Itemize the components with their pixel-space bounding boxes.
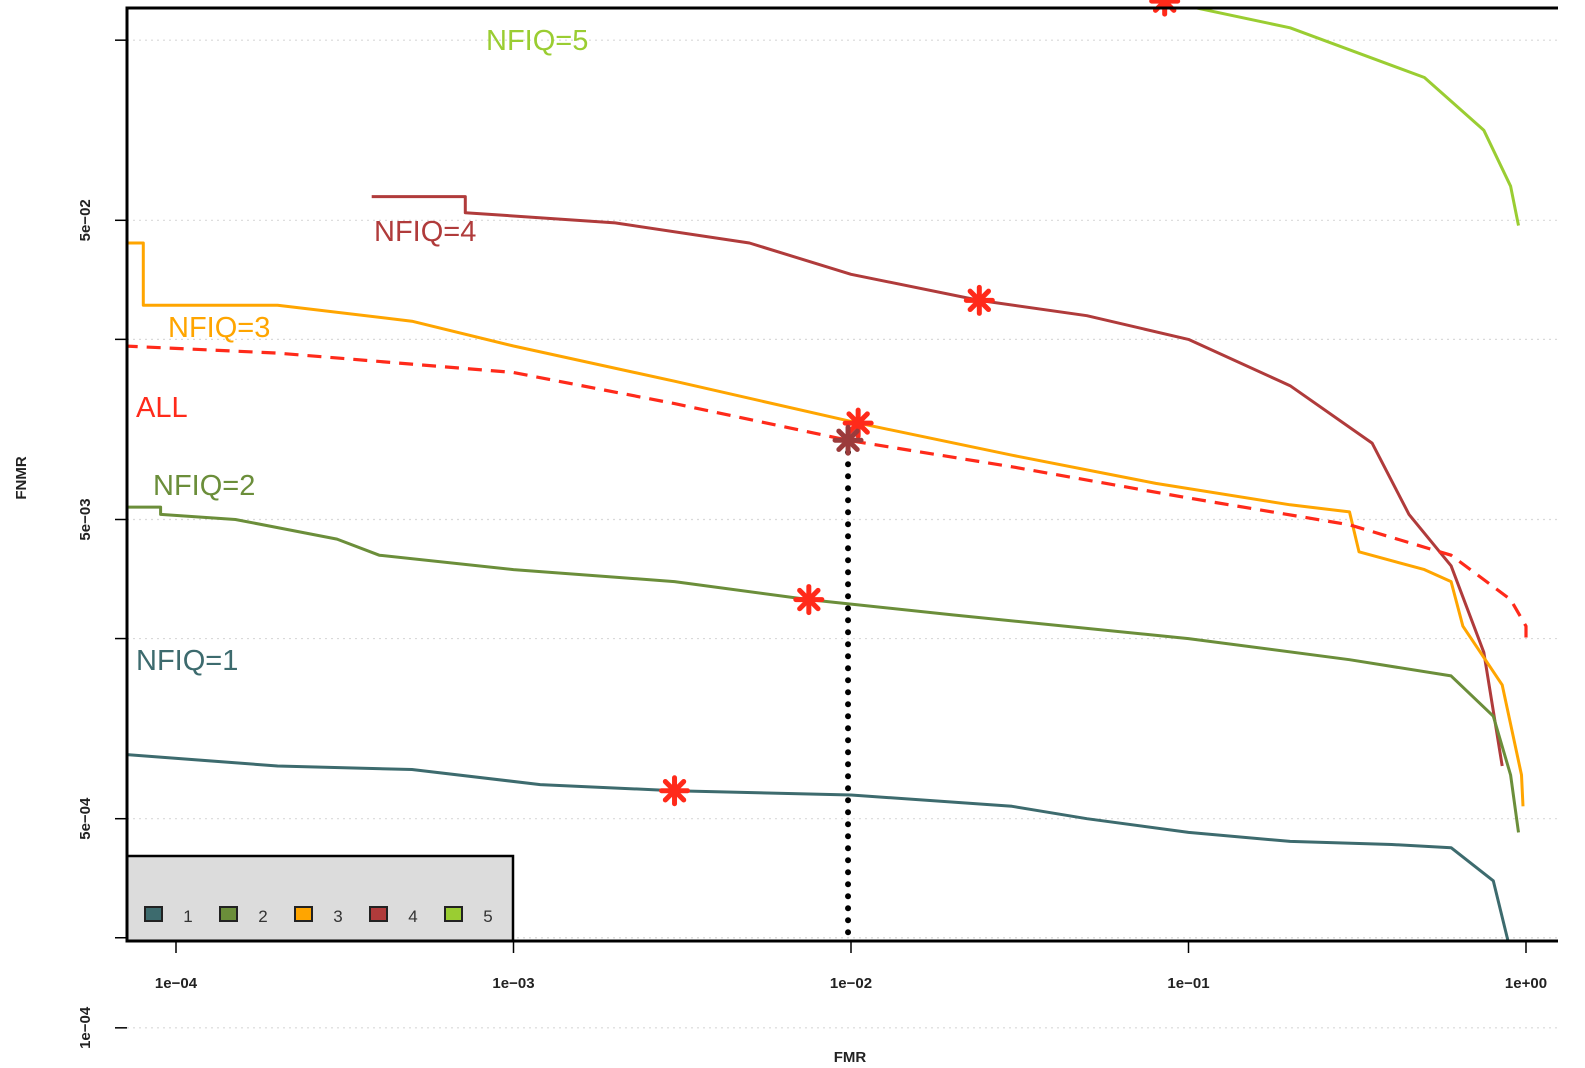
legend-label-1: 1	[183, 907, 192, 926]
legend-swatch-4	[369, 906, 388, 922]
series-annotations: NFIQ=5 NFIQ=4 NFIQ=3 ALL NFIQ=2 NFIQ=1	[136, 25, 588, 677]
legend: 1 2 3 4 5	[125, 854, 515, 943]
series-label-all: ALL	[136, 392, 188, 424]
series-label-nfiq-2: NFIQ=2	[153, 470, 255, 502]
x-tick-label: 1e−02	[830, 975, 872, 992]
series-line-all	[127, 344, 1528, 646]
star-stroke	[967, 288, 992, 313]
x-axis-title: FMR	[834, 1049, 867, 1066]
series-line-nfiq-4	[371, 195, 1504, 767]
y-tick-label: 5e−04	[77, 797, 94, 840]
series-line-nfiq-1	[127, 753, 1510, 941]
series-label-nfiq-5: NFIQ=5	[486, 25, 588, 57]
plot-frame	[125, 6, 1558, 943]
star-marker-nfiq-4	[963, 284, 995, 316]
legend-swatch-5	[444, 906, 463, 922]
legend-label-5: 5	[483, 907, 492, 926]
x-tick-label: 1e−04	[155, 975, 198, 992]
series-label-nfiq-3: NFIQ=3	[168, 312, 270, 344]
operating-point-markers	[659, 0, 1181, 807]
legend-box	[125, 854, 515, 943]
star-stroke	[836, 428, 860, 452]
series-line-nfiq-3	[127, 241, 1525, 807]
series-label-nfiq-4: NFIQ=4	[374, 216, 476, 248]
axes: 1e−04 1e−03 1e−02 1e−01 1e+00 1e−04 5e−04 5e−03…	[77, 6, 1558, 1049]
y-axis-title: FNMR	[13, 456, 30, 499]
legend-swatch-3	[294, 906, 313, 922]
star-stroke	[662, 779, 687, 803]
y-tick-label: 5e−03	[77, 498, 94, 540]
y-tick-label: 5e−02	[77, 199, 94, 241]
star-marker-all	[832, 424, 864, 456]
legend-label-2: 2	[258, 907, 267, 926]
x-tick-label: 1e−01	[1167, 975, 1209, 992]
series-lines	[127, 8, 1528, 941]
series-label-nfiq-1: NFIQ=1	[136, 645, 238, 677]
gridlines	[127, 39, 1558, 1029]
series-line-nfiq-5	[1189, 8, 1520, 226]
star-stroke	[846, 411, 870, 435]
legend-swatch-1	[144, 906, 163, 922]
legend-label-4: 4	[408, 907, 417, 926]
x-tick-label: 1e+00	[1505, 975, 1547, 992]
y-tick-label: 1e−04	[77, 1006, 94, 1049]
star-marker-nfiq-1	[659, 775, 691, 807]
x-tick-label: 1e−03	[492, 975, 534, 992]
star-stroke	[797, 587, 821, 612]
legend-swatch-2	[219, 906, 238, 922]
star-marker-nfiq-2	[793, 584, 825, 616]
legend-label-3: 3	[333, 907, 342, 926]
series-line-nfiq-2	[127, 505, 1520, 833]
